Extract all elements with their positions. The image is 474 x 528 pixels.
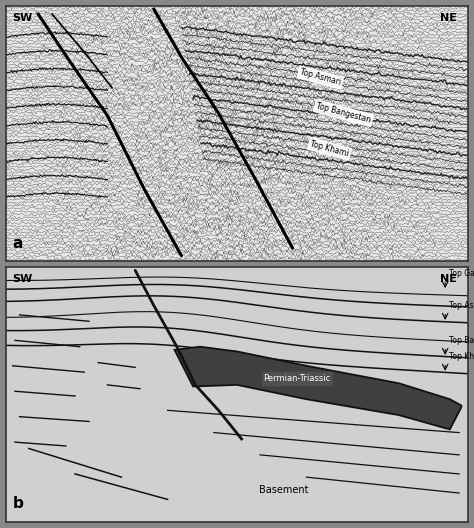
Text: Top Asmari: Top Asmari <box>449 301 474 310</box>
Text: Top Bangestan: Top Bangestan <box>315 101 372 125</box>
Text: Permian-Triassic: Permian-Triassic <box>264 374 331 383</box>
Polygon shape <box>174 347 461 429</box>
Text: Top Bangestan: Top Bangestan <box>449 336 474 345</box>
Text: Top Asmari: Top Asmari <box>299 68 342 88</box>
Text: Top Khami: Top Khami <box>449 352 474 361</box>
Text: NE: NE <box>440 274 457 284</box>
Text: Top Gachsaran: Top Gachsaran <box>449 269 474 278</box>
Text: b: b <box>13 496 24 512</box>
Text: SW: SW <box>13 274 33 284</box>
Text: NE: NE <box>440 13 457 23</box>
Text: Basement: Basement <box>258 485 308 495</box>
Text: Top Khami: Top Khami <box>309 139 350 158</box>
Text: SW: SW <box>13 13 33 23</box>
Text: a: a <box>13 235 23 251</box>
